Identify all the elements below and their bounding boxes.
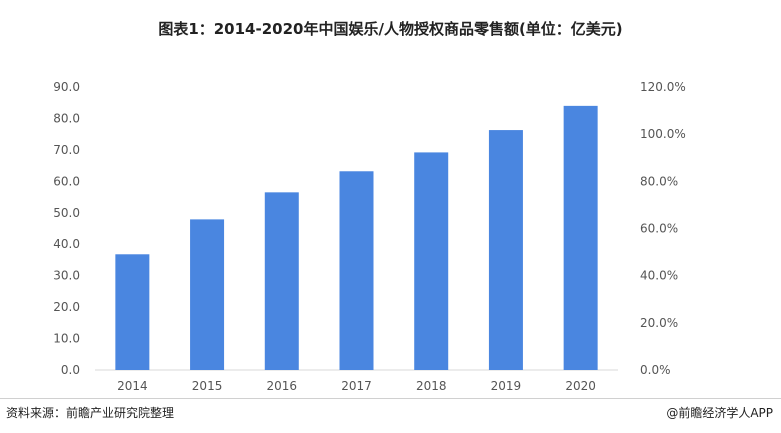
- y2-tick-label: 80.0%: [640, 174, 678, 188]
- bar: [488, 130, 523, 370]
- bar: [414, 152, 449, 370]
- x-tick-label: 2016: [267, 379, 298, 393]
- y2-tick-label: 40.0%: [640, 269, 678, 283]
- x-tick-label: 2020: [565, 379, 596, 393]
- y2-tick-label: 100.0%: [640, 127, 686, 141]
- y-tick-label: 30.0: [53, 269, 80, 283]
- y-tick-label: 40.0: [53, 237, 80, 251]
- y-tick-label: 70.0: [53, 143, 80, 157]
- y2-tick-label: 120.0%: [640, 80, 686, 94]
- y2-tick-label: 60.0%: [640, 222, 678, 236]
- y-tick-label: 20.0: [53, 300, 80, 314]
- bar: [339, 171, 374, 370]
- bar: [563, 105, 598, 370]
- x-tick-label: 2017: [341, 379, 372, 393]
- x-tick-label: 2019: [491, 379, 522, 393]
- y-tick-label: 80.0: [53, 111, 80, 125]
- y-tick-label: 50.0: [53, 206, 80, 220]
- x-tick-label: 2015: [192, 379, 223, 393]
- x-tick-label: 2014: [117, 379, 148, 393]
- x-tick-label: 2018: [416, 379, 447, 393]
- source-note: 资料来源：前瞻产业研究院整理: [6, 406, 175, 420]
- chart-title: 图表1：2014-2020年中国娱乐/人物授权商品零售额(单位：亿美元): [158, 20, 623, 38]
- y-tick-label: 0.0: [61, 363, 80, 377]
- y-tick-label: 10.0: [53, 332, 80, 346]
- credit-note: @前瞻经济学人APP: [666, 406, 773, 420]
- footer-divider: [0, 398, 781, 399]
- y2-tick-label: 0.0%: [640, 363, 671, 377]
- y2-tick-label: 20.0%: [640, 316, 678, 330]
- y-tick-label: 60.0: [53, 174, 80, 188]
- bar: [264, 192, 299, 370]
- y-tick-label: 90.0: [53, 80, 80, 94]
- bar: [115, 254, 150, 370]
- bar: [190, 219, 225, 370]
